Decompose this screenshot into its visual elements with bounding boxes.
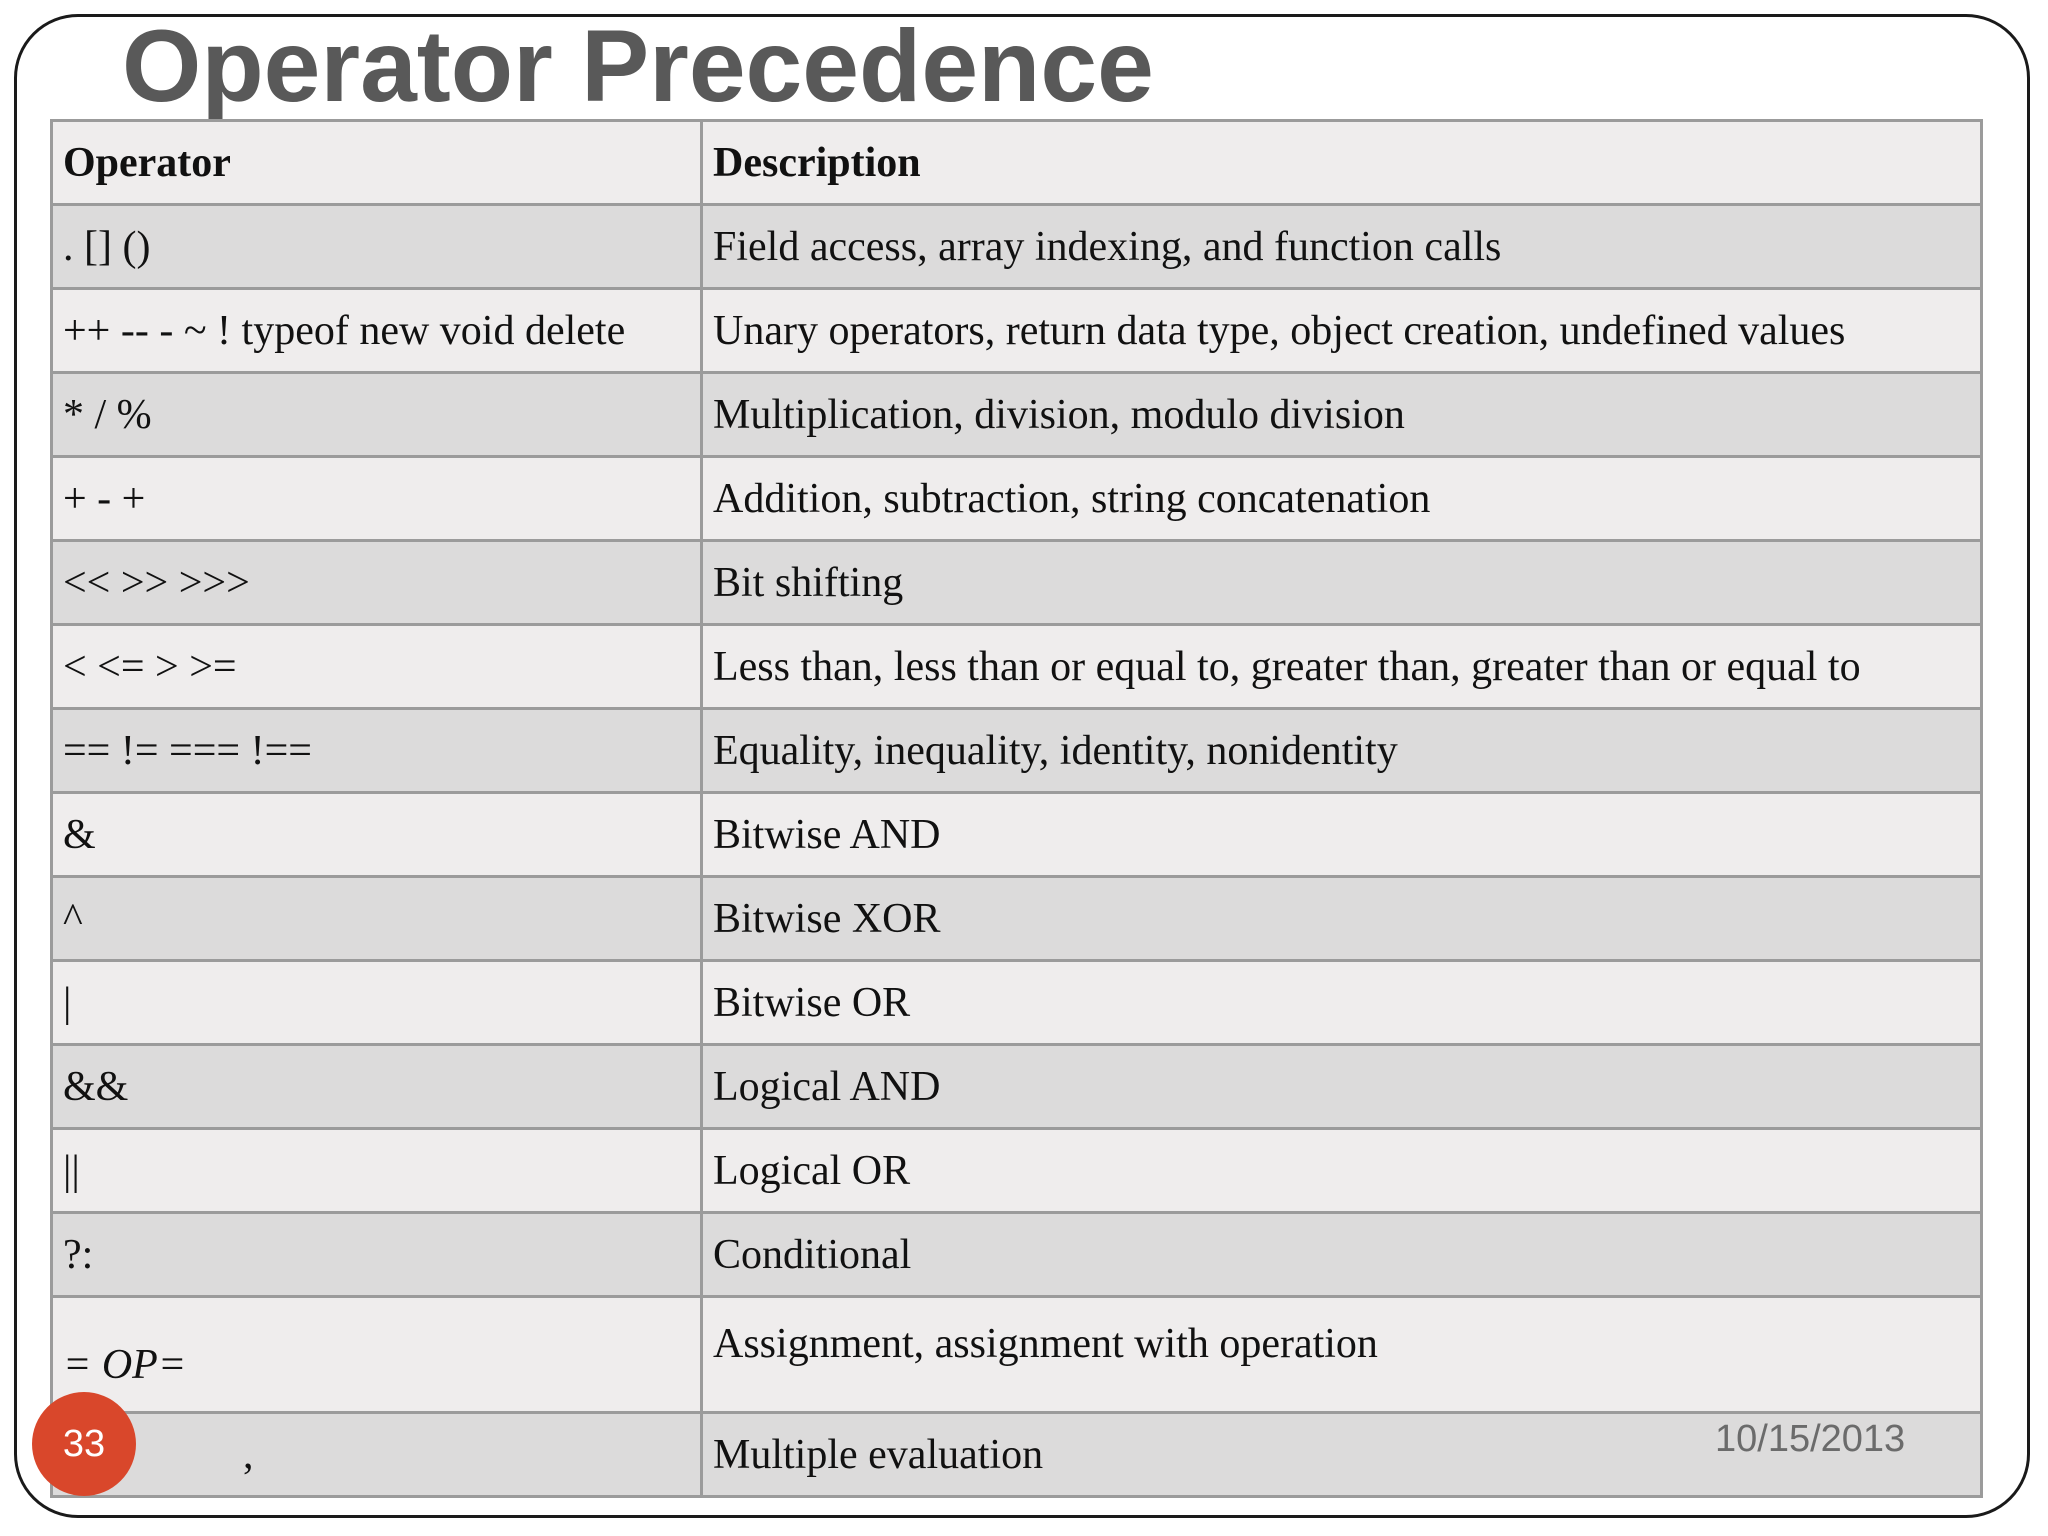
table-row: + - + Addition, subtraction, string conc… — [53, 458, 1983, 542]
description-cell: Logical OR — [703, 1130, 1983, 1211]
description-cell: Assignment, assignment with operation — [703, 1298, 1983, 1411]
slide-number-badge: 33 — [32, 1392, 136, 1496]
operator-precedence-table: Operator Description . [] () Field acces… — [50, 119, 1983, 1498]
table-row: ++ -- - ~ ! typeof new void delete Unary… — [53, 290, 1983, 374]
table-row: || Logical OR — [53, 1130, 1983, 1214]
table-row: == != === !== Equality, inequality, iden… — [53, 710, 1983, 794]
slide-date: 10/15/2013 — [1715, 1418, 1906, 1460]
operator-cell: == != === !== — [53, 710, 703, 791]
description-cell: Unary operators, return data type, objec… — [703, 290, 1983, 371]
operator-cell: || — [53, 1130, 703, 1211]
description-cell: Multiplication, division, modulo divisio… — [703, 374, 1983, 455]
table-row: ^ Bitwise XOR — [53, 878, 1983, 962]
description-cell: Field access, array indexing, and functi… — [703, 206, 1983, 287]
description-cell: Bitwise AND — [703, 794, 1983, 875]
table-row: . [] () Field access, array indexing, an… — [53, 206, 1983, 290]
description-cell: Less than, less than or equal to, greate… — [703, 626, 1983, 707]
table-row: & Bitwise AND — [53, 794, 1983, 878]
operator-cell: ?: — [53, 1214, 703, 1295]
description-cell: Bitwise XOR — [703, 878, 1983, 959]
description-cell: Equality, inequality, identity, nonident… — [703, 710, 1983, 791]
operator-cell: & — [53, 794, 703, 875]
table-row: , Multiple evaluation — [53, 1414, 1983, 1498]
table-row: | Bitwise OR — [53, 962, 1983, 1046]
description-cell: Bitwise OR — [703, 962, 1983, 1043]
table-row: && Logical AND — [53, 1046, 1983, 1130]
header-description: Description — [703, 122, 1983, 203]
operator-cell: ^ — [53, 878, 703, 959]
table-row: << >> >>> Bit shifting — [53, 542, 1983, 626]
operator-cell: < <= > >= — [53, 626, 703, 707]
table-header-row: Operator Description — [53, 122, 1983, 206]
operator-cell: = OP= — [53, 1298, 703, 1411]
description-cell: Logical AND — [703, 1046, 1983, 1127]
operator-cell: + - + — [53, 458, 703, 539]
table-row: ?: Conditional — [53, 1214, 1983, 1298]
description-cell: Conditional — [703, 1214, 1983, 1295]
operator-cell: , — [53, 1414, 703, 1495]
table-row: < <= > >= Less than, less than or equal … — [53, 626, 1983, 710]
table-row: = OP= Assignment, assignment with operat… — [53, 1298, 1983, 1414]
description-cell: Addition, subtraction, string concatenat… — [703, 458, 1983, 539]
operator-cell: * / % — [53, 374, 703, 455]
header-operator: Operator — [53, 122, 703, 203]
description-cell: Bit shifting — [703, 542, 1983, 623]
description-cell: Multiple evaluation — [703, 1414, 1983, 1495]
operator-cell: << >> >>> — [53, 542, 703, 623]
operator-cell: . [] () — [53, 206, 703, 287]
operator-cell: && — [53, 1046, 703, 1127]
table-row: * / % Multiplication, division, modulo d… — [53, 374, 1983, 458]
operator-cell: | — [53, 962, 703, 1043]
slide-title: Operator Precedence — [122, 9, 1154, 123]
operator-cell: ++ -- - ~ ! typeof new void delete — [53, 290, 703, 371]
